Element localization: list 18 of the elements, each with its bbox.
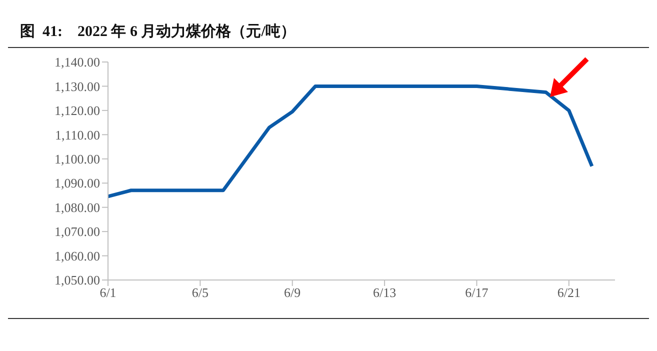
y-tick-label: 1,100.00: [54, 152, 100, 167]
x-tick-label: 6/21: [557, 285, 580, 300]
y-tick-label: 1,110.00: [54, 127, 100, 142]
x-tick-label: 6/17: [465, 285, 489, 300]
x-tick-label: 6/5: [192, 285, 208, 300]
x-tick-label: 6/13: [372, 285, 396, 300]
y-tick-label: 1,130.00: [54, 78, 100, 94]
y-tick-label: 1,060.00: [54, 248, 100, 264]
x-tick-label: 6/1: [100, 285, 116, 300]
line-series: [108, 84, 594, 198]
x-tick-label: 6/9: [284, 285, 301, 300]
chart-title: 图 41: 2022 年 6 月动力煤价格（元/吨）: [8, 8, 649, 48]
y-tick-label: 1,070.00: [54, 224, 100, 240]
y-tick-label: 1,140.00: [54, 54, 100, 70]
y-tick-label: 1,050.00: [54, 272, 100, 288]
y-tick-label: 1,080.00: [54, 200, 100, 215]
y-tick-label: 1,120.00: [54, 103, 100, 118]
y-tick-label: 1,090.00: [54, 176, 100, 191]
